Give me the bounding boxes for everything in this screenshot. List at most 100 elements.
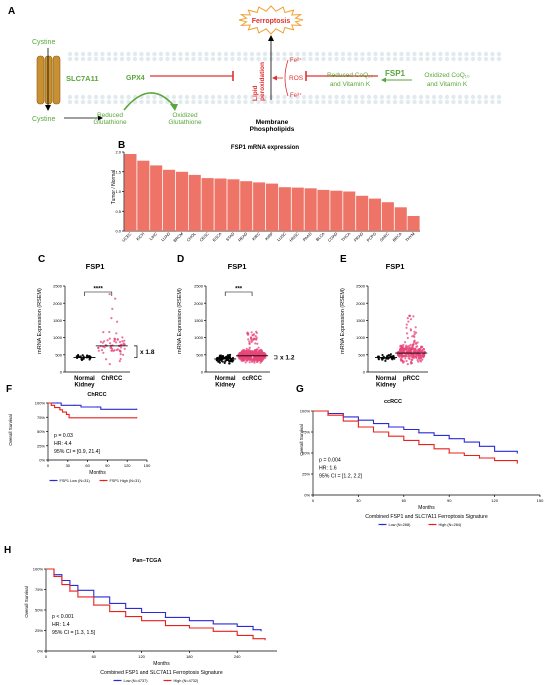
membrane-lipid-dot	[301, 99, 307, 105]
membrane-lipid-dot	[210, 51, 216, 57]
normal-dot	[215, 359, 218, 362]
tumor-dot	[245, 347, 248, 350]
tumor-dot	[111, 307, 114, 310]
membrane-lipid-dot	[106, 94, 112, 100]
membrane-lipid-dot	[314, 51, 320, 57]
tumor-dot	[418, 348, 421, 351]
membrane-lipid-dot	[282, 51, 287, 57]
membrane-lipid-dot	[399, 94, 404, 100]
membrane-lipid-dot	[269, 56, 274, 62]
membrane-lipid-dot	[204, 99, 209, 105]
tumor-dot	[110, 317, 113, 320]
membrane-lipid-dot	[87, 99, 92, 105]
membrane-lipid-dot	[295, 94, 300, 100]
panel-a-letter: A	[8, 6, 15, 17]
membrane-lipid-dot	[184, 56, 190, 62]
normal-dot	[81, 354, 84, 357]
membrane-lipid-dot	[93, 56, 99, 62]
tumor-dot	[115, 332, 118, 335]
panel-c: C FSP1 mRNA Expression (RSEM) 0 500 1000 15…	[37, 254, 155, 389]
tumor-dot	[109, 342, 112, 345]
membrane-lipid-dot	[210, 94, 216, 100]
panel-b-bar	[137, 160, 150, 231]
legend-plus: +	[432, 523, 434, 527]
arrowhead-left-icon	[272, 75, 277, 81]
y-tick-label: 100%	[35, 401, 46, 406]
oxidized-coq-line1: Oxidized CoQ₁₀	[424, 72, 470, 79]
membrane-lipid-dot	[477, 99, 482, 105]
censor-mark: +	[418, 443, 420, 447]
membrane-lipid-dot	[366, 51, 372, 57]
panel-b-bar	[356, 195, 369, 231]
membrane-lipid-dot	[249, 94, 255, 100]
x-tick-label: 30	[356, 498, 361, 503]
tumor-dot	[261, 358, 264, 361]
tumor-dot	[103, 346, 106, 349]
x-tick-label: 150	[537, 498, 544, 503]
x-axis-label: Months	[153, 661, 170, 667]
legend-label: FSP1 High (N=31)	[110, 479, 142, 483]
panel-b-category-label: UCEC	[121, 231, 133, 243]
slc7a11-transporter-icon	[36, 55, 61, 105]
membrane-lipid-dot	[418, 99, 424, 105]
membrane-lipid-dot	[249, 51, 255, 57]
membrane-lipid-dot	[262, 56, 268, 62]
membrane-lipid-dot	[327, 56, 333, 62]
x-tick-label: 90	[105, 463, 110, 468]
membrane-lipid-dot	[379, 51, 385, 57]
panel-f-title: ChRCC	[87, 392, 106, 398]
membrane-lipid-dot	[431, 56, 437, 62]
membrane-lipid-dot	[236, 94, 242, 100]
tumor-dot	[245, 359, 249, 362]
panel-b-category-label: LIHC	[148, 231, 158, 241]
tumor-dot	[106, 339, 109, 342]
tumor-dot	[241, 357, 244, 360]
tumor-dot	[402, 348, 405, 351]
membrane-lipid-dot	[399, 99, 404, 105]
panel-b-bar	[188, 174, 201, 231]
normal-dot	[228, 356, 232, 359]
legend-plus: +	[103, 479, 105, 483]
oxidized-coq-line2: and Vitamin K	[427, 81, 468, 88]
membrane-lipid-dot	[379, 99, 385, 105]
normal-dot	[386, 354, 390, 357]
panel-b-category-label: ESCA	[211, 231, 222, 242]
membrane-lipid-dot	[262, 51, 268, 57]
tumor-dot	[116, 338, 119, 341]
membrane-lipid-dot	[373, 99, 378, 105]
normal-dot	[389, 353, 392, 356]
panel-b-category-label: CHOL	[186, 231, 198, 243]
tumor-dot	[404, 341, 407, 344]
legend-plus: +	[53, 479, 55, 483]
membrane-lipid-dot	[165, 56, 170, 62]
membrane-lipid-dot	[132, 56, 138, 62]
membrane-lipid-dot	[470, 99, 476, 105]
y-tick-label: 75%	[37, 415, 45, 420]
membrane-lipid-dot	[67, 99, 73, 105]
membrane-lipid-dot	[80, 51, 86, 57]
tumor-dot	[248, 342, 251, 345]
membrane-lipid-dot	[295, 51, 300, 57]
tumor-dot	[264, 356, 267, 359]
membrane-lipid-dot	[204, 94, 209, 100]
tumor-dot	[248, 340, 251, 343]
tumor-dot	[247, 352, 250, 355]
tumor-dot	[407, 357, 410, 360]
tumor-dot	[397, 350, 400, 353]
tumor-dot	[108, 293, 111, 296]
tumor-dot	[250, 359, 253, 362]
censor-mark: +	[478, 445, 480, 449]
membrane-lipid-dot	[178, 56, 183, 62]
membrane-lipid-dot	[100, 56, 105, 62]
tumor-dot	[405, 332, 409, 335]
membrane-lipid-dot	[74, 94, 79, 100]
panel-b-ylabel: Tumor / Normal	[111, 170, 117, 205]
stat-text: HR: 4.4	[54, 441, 72, 447]
panel-g-ylabel: Overall Survival	[299, 424, 304, 456]
panel-b-y-tick-label: 0.0	[115, 229, 121, 234]
tumor-dot	[249, 336, 252, 340]
panel-b-category-label: BRCM	[172, 231, 184, 243]
legend-label: Low (N=268)	[389, 523, 412, 527]
tumor-dot	[419, 360, 423, 363]
